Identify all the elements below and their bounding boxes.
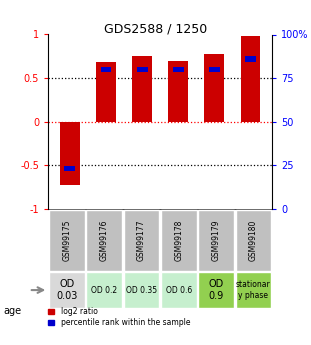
Bar: [137, 67, 148, 72]
Text: OD
0.9: OD 0.9: [208, 279, 224, 301]
Text: GDS2588 / 1250: GDS2588 / 1250: [104, 22, 207, 36]
Bar: [173, 67, 184, 72]
Bar: [49, 210, 85, 270]
Bar: [123, 210, 160, 270]
Text: OD 0.2: OD 0.2: [91, 286, 117, 295]
Bar: [86, 273, 122, 308]
Bar: [235, 273, 272, 308]
Bar: [123, 273, 160, 308]
Bar: [49, 273, 85, 308]
Text: GSM99178: GSM99178: [174, 220, 183, 261]
Bar: [240, 36, 260, 122]
Legend: log2 ratio, percentile rank within the sample: log2 ratio, percentile rank within the s…: [48, 307, 190, 327]
Bar: [161, 210, 197, 270]
Text: OD 0.35: OD 0.35: [126, 286, 157, 295]
Bar: [60, 122, 80, 185]
Bar: [132, 56, 152, 122]
Text: OD
0.03: OD 0.03: [56, 279, 77, 301]
Text: age: age: [3, 306, 21, 316]
Bar: [168, 61, 188, 122]
Bar: [209, 67, 220, 72]
Bar: [198, 273, 234, 308]
Bar: [198, 210, 234, 270]
Bar: [161, 273, 197, 308]
Bar: [245, 56, 256, 61]
Text: OD 0.6: OD 0.6: [166, 286, 192, 295]
Bar: [204, 54, 224, 122]
Text: stationar
y phase: stationar y phase: [236, 280, 271, 300]
Bar: [100, 67, 111, 72]
Bar: [64, 166, 75, 171]
Bar: [235, 210, 272, 270]
Text: GSM99176: GSM99176: [100, 220, 109, 261]
Text: GSM99175: GSM99175: [63, 220, 71, 261]
Text: GSM99180: GSM99180: [249, 220, 258, 261]
Bar: [86, 210, 122, 270]
Bar: [96, 62, 116, 122]
Text: GSM99177: GSM99177: [137, 220, 146, 261]
Text: GSM99179: GSM99179: [212, 220, 220, 261]
